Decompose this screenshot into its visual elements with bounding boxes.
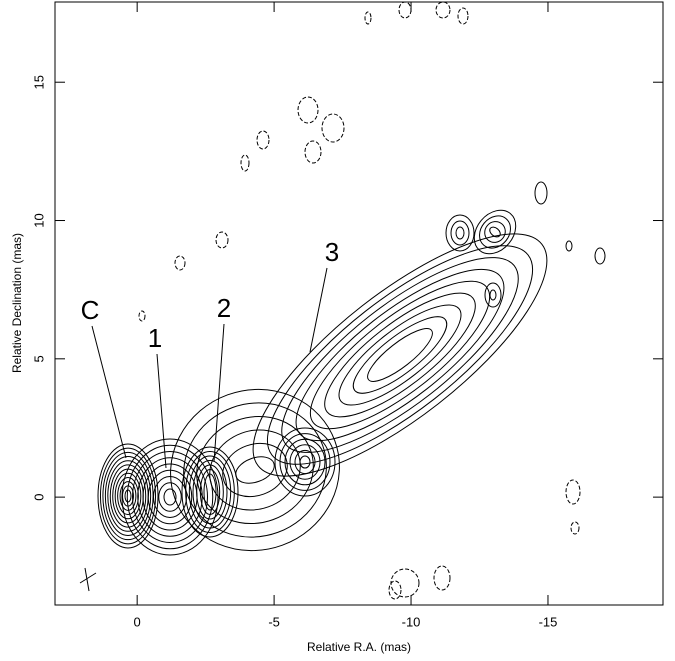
- noise-contour: [388, 580, 402, 600]
- contour: [114, 472, 142, 520]
- noise-contour: [433, 565, 451, 591]
- noise-contour: [565, 479, 581, 505]
- x-axis-label: Relative R.A. (mas): [307, 640, 411, 654]
- beam-marker: [79, 567, 97, 592]
- contour: [295, 268, 505, 442]
- annotation: C: [81, 295, 100, 325]
- contour: [222, 442, 288, 498]
- contour: [158, 482, 182, 512]
- contour: [119, 481, 137, 511]
- contour: [117, 476, 139, 516]
- noise-contour: [297, 96, 319, 124]
- contour: [196, 415, 314, 525]
- contour: [132, 451, 208, 543]
- contour: [107, 460, 149, 532]
- contour: [479, 215, 511, 249]
- contour: [122, 485, 134, 507]
- noise-contour: [174, 255, 186, 271]
- contour: [338, 304, 462, 406]
- contour: [112, 468, 144, 524]
- contour: [121, 438, 219, 556]
- noise-contour: [570, 521, 580, 535]
- contour: [367, 328, 433, 382]
- y-tick-label: 15: [31, 75, 46, 89]
- x-tick-label: -10: [402, 614, 421, 629]
- contour-map: [97, 1, 606, 600]
- contour: [279, 433, 331, 491]
- contour: [203, 473, 217, 511]
- contour: [192, 460, 228, 524]
- noise-contour: [435, 1, 451, 19]
- noise-contour: [215, 231, 229, 249]
- contour: [188, 455, 232, 529]
- contour: [455, 226, 465, 240]
- noise-contour: [390, 568, 420, 598]
- contour: [284, 438, 326, 486]
- noise-contour: [256, 130, 270, 150]
- contour: [594, 247, 606, 265]
- y-tick-label: 0: [31, 494, 46, 501]
- y-axis-label: Relative Declination (mas): [10, 233, 24, 373]
- contour: [445, 214, 475, 252]
- contour: [450, 220, 470, 246]
- plot-frame: [54, 1, 664, 606]
- contour: [289, 444, 321, 480]
- contour: [352, 316, 448, 394]
- noise-contour: [240, 154, 250, 172]
- annotation: 2: [217, 293, 231, 323]
- contour: [484, 282, 502, 308]
- contour: [181, 446, 239, 538]
- contour: [281, 257, 519, 453]
- contour: [489, 289, 497, 301]
- noise-contour: [304, 140, 322, 164]
- contour: [235, 456, 275, 484]
- noise-contour: [364, 11, 372, 25]
- annotation: 1: [148, 323, 162, 353]
- contour: [294, 449, 316, 475]
- noise-contour: [457, 7, 469, 25]
- contour: [137, 457, 203, 537]
- annotation-line: [91, 325, 127, 459]
- contour: [97, 443, 159, 549]
- contour: [565, 240, 573, 252]
- contour: [99, 447, 157, 545]
- contour: [473, 209, 517, 255]
- contour: [252, 233, 548, 477]
- contour: [170, 388, 340, 552]
- x-tick-label: -5: [268, 614, 280, 629]
- contour: [324, 292, 476, 418]
- contour: [183, 402, 327, 538]
- noise-contour: [321, 113, 345, 143]
- contour: [109, 464, 147, 528]
- annotation: 3: [325, 237, 339, 267]
- noise-contour: [398, 1, 412, 19]
- contour: [104, 456, 152, 536]
- x-tick-label: 0: [134, 614, 141, 629]
- contour: [484, 221, 506, 243]
- contour: [489, 226, 501, 238]
- contour: [274, 427, 336, 497]
- y-tick-label: 10: [31, 213, 46, 227]
- annotation-line: [309, 267, 328, 353]
- contour: [147, 469, 193, 525]
- contour: [102, 451, 154, 541]
- contour: [266, 245, 534, 465]
- y-tick-label: 5: [31, 355, 46, 362]
- contour: [299, 455, 311, 469]
- contour: [163, 488, 177, 506]
- contour: [534, 181, 548, 205]
- contour: [124, 489, 132, 503]
- contour: [126, 444, 214, 550]
- annotation-line: [213, 323, 225, 463]
- noise-contour: [138, 310, 146, 322]
- annotation-line: [156, 353, 167, 469]
- x-tick-label: -15: [539, 614, 558, 629]
